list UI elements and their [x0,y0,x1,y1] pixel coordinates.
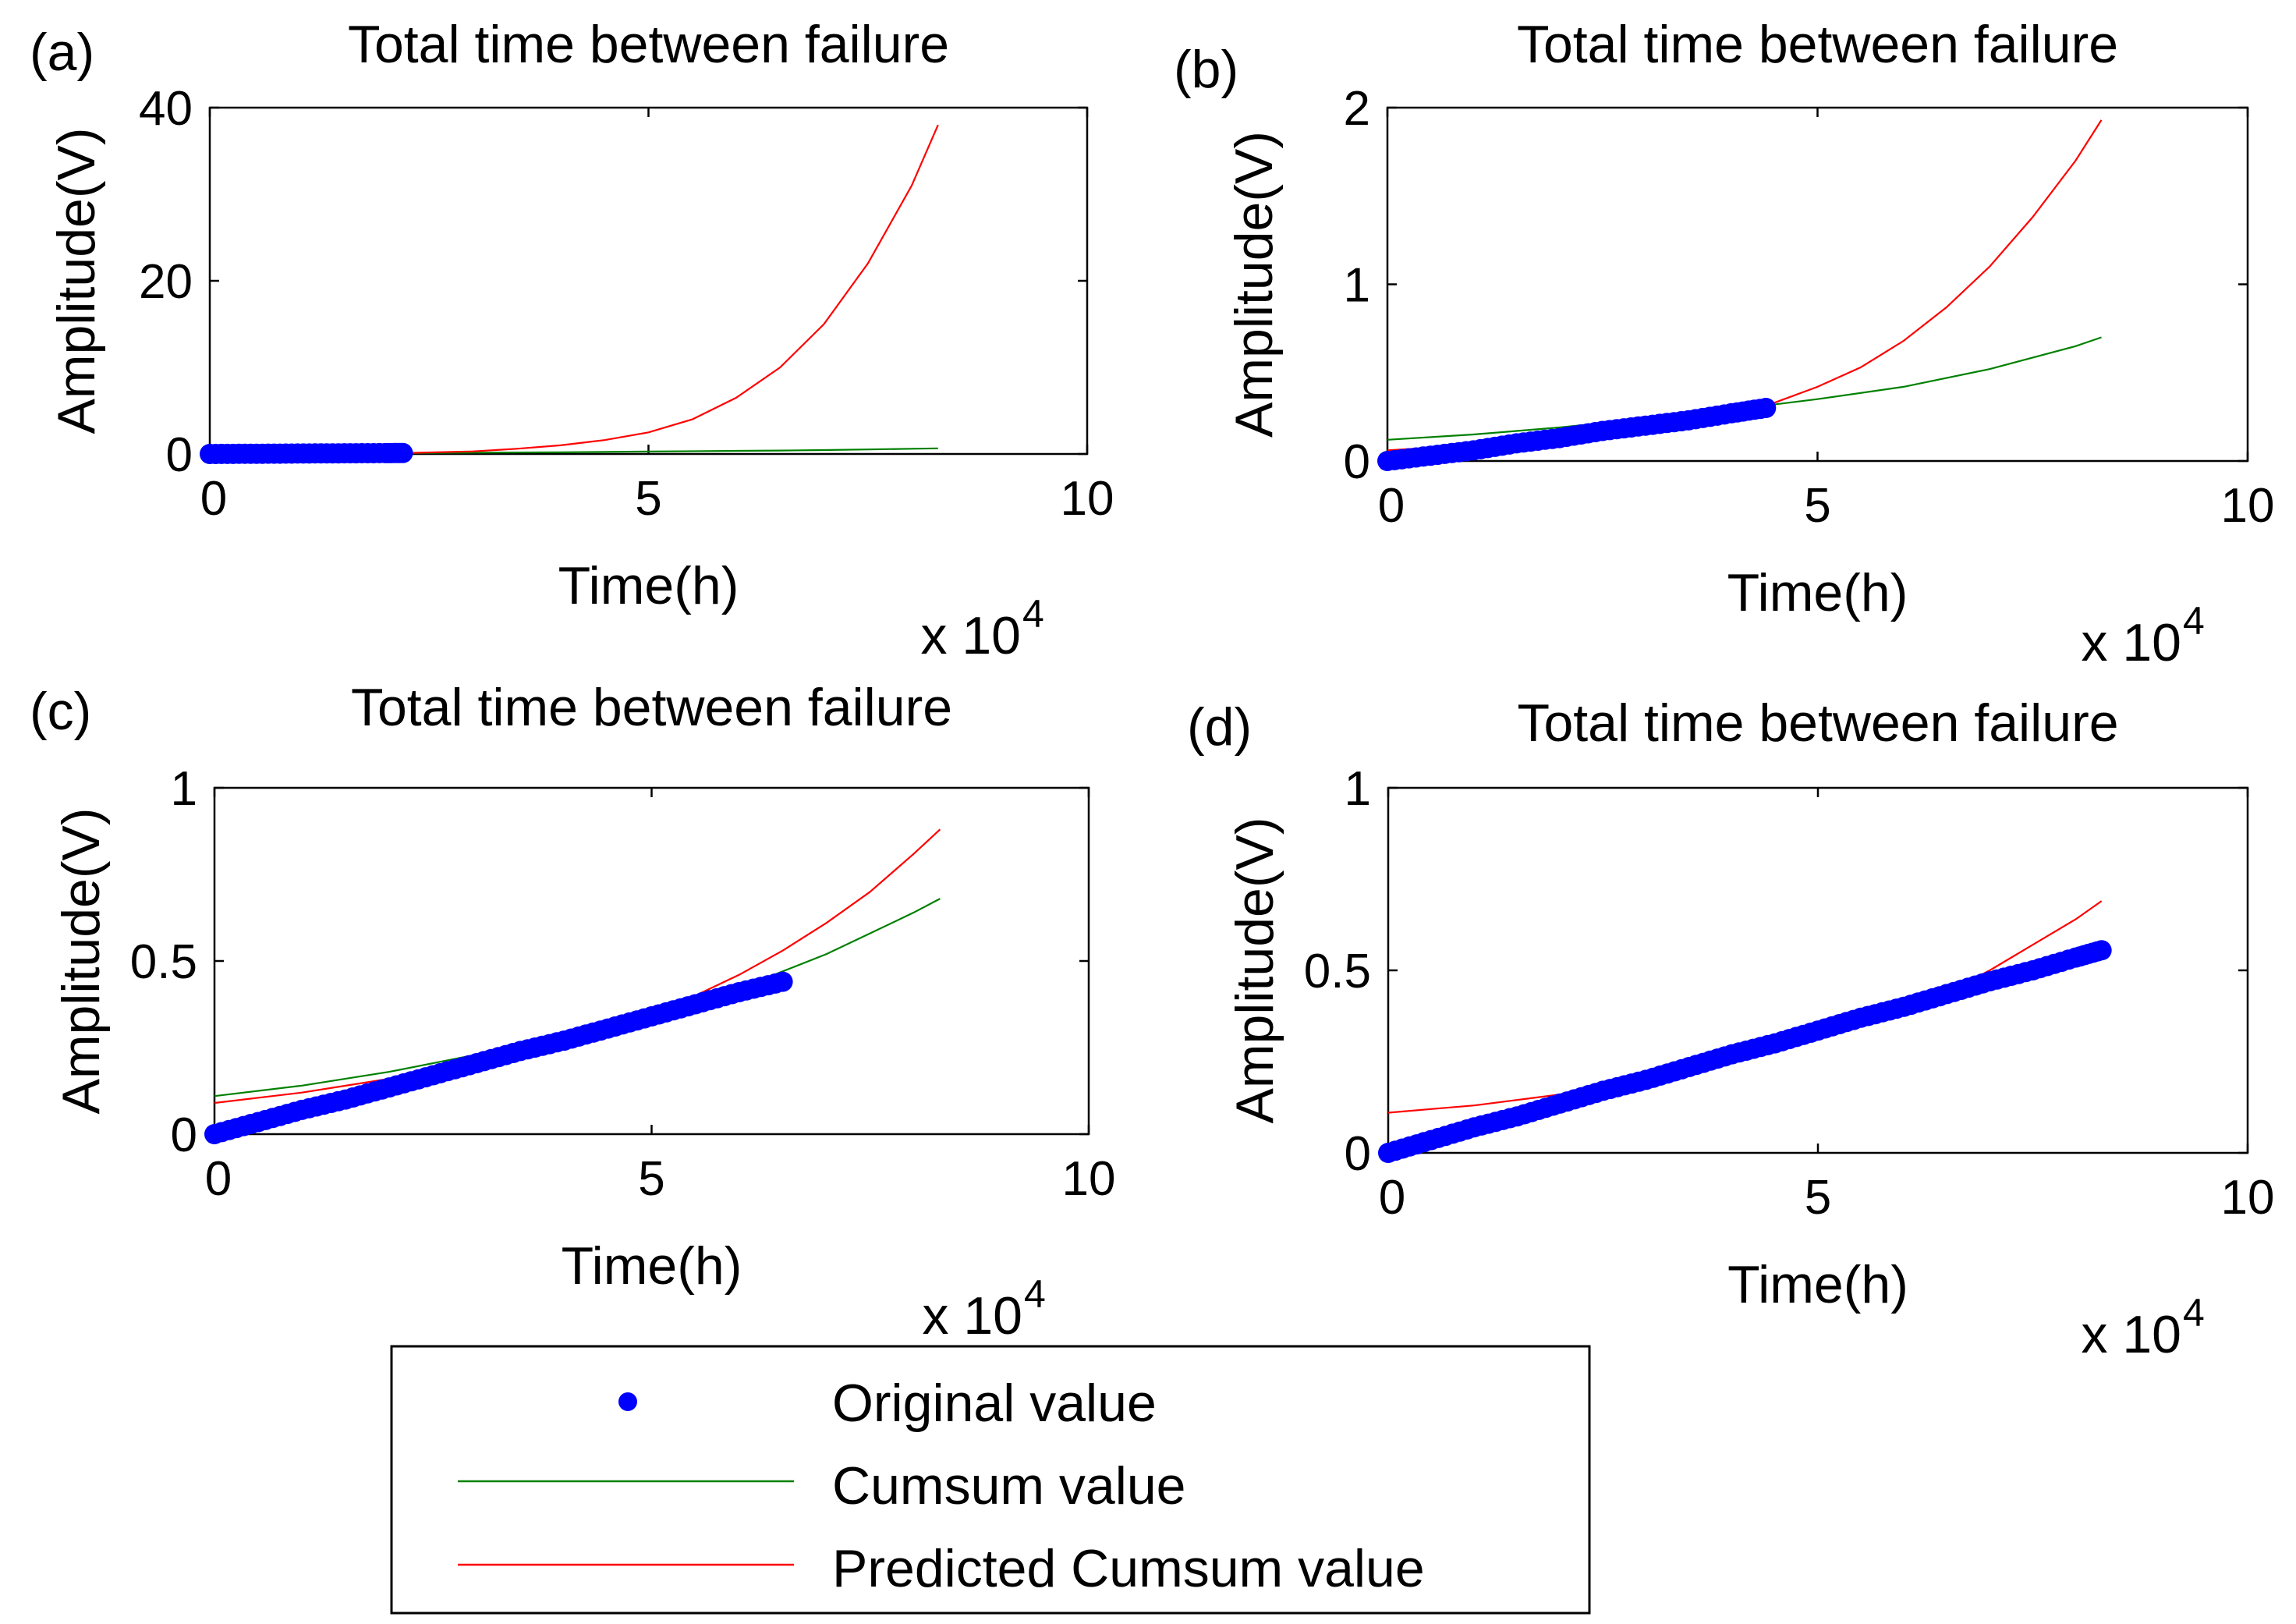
legend-box [390,1345,1591,1615]
y-tick-label: 40 [139,82,193,136]
y-tick-label: 1 [1344,259,1370,313]
x-exponent: 4 [1022,592,1044,636]
y-tick-label: 0.5 [1304,945,1371,998]
y-tick-label: 20 [139,255,193,309]
panel-label: (a) [30,23,94,82]
chart-panel: 0 5 10 0 0.5 1 Total time between failure (d) Ti… [1187,693,2274,1364]
x-multiplier: x 10 [2081,1305,2181,1364]
chart-panel: 0 5 10 0 1 2 Total time between failure (b) Time… [1174,15,2274,672]
x-exponent: 4 [1024,1272,1046,1316]
plot-area [1387,786,2249,1154]
legend-predicted-label: Predicted Cumsum value [832,1539,1425,1598]
y-tick-label: 0 [171,1108,197,1162]
chart-title: Total time between failure [1517,693,2118,753]
x-axis-label: Time(h) [562,1236,742,1296]
x-exponent: 4 [2183,1291,2205,1335]
x-tick-label: 10 [2221,479,2275,533]
cumsum-line [402,447,938,454]
x-multiplier: x 10 [2081,613,2181,672]
y-tick-label: 1 [171,762,197,816]
x-axis-label: Time(h) [1727,563,1908,622]
x-axis-label: Time(h) [558,556,739,615]
plot-area [1386,106,2249,463]
panel-label: (b) [1174,40,1238,99]
chart-panel: 0 5 10 0 0.5 1 Total time between failure (c) Ti… [30,678,1115,1346]
y-axis-label: Amplitude(V) [47,127,106,434]
legend-original-marker [618,1392,637,1411]
y-axis-label: Amplitude(V) [51,807,111,1114]
x-tick-label: 0 [1378,479,1405,533]
y-tick-label: 2 [1344,82,1370,136]
legend: Original value Cumsum value Predicted Cu… [390,1345,1591,1615]
x-multiplier: x 10 [920,606,1021,665]
y-tick-label: 1 [1345,762,1371,816]
x-tick-label: 0 [200,472,227,526]
y-tick-label: 0 [166,428,193,482]
y-tick-label: 0.5 [130,935,197,989]
chart-title: Total time between failure [1517,15,2118,74]
original-value-point [1756,398,1777,418]
legend-original-label: Original value [832,1374,1157,1433]
panel-label: (c) [30,682,91,741]
x-tick-label: 10 [2221,1171,2275,1225]
x-tick-label: 10 [1062,1152,1116,1206]
original-value-point [2091,940,2112,961]
y-tick-label: 0 [1345,1127,1371,1181]
plot-area [208,106,1089,456]
original-value-point [772,971,793,992]
panel-label: (d) [1187,697,1252,757]
y-axis-label: Amplitude(V) [1224,131,1284,438]
y-tick-label: 0 [1344,435,1370,489]
x-axis-label: Time(h) [1727,1255,1908,1314]
x-tick-label: 5 [1804,479,1830,533]
x-tick-label: 0 [205,1152,232,1206]
chart-panel: 0 5 10 0 20 40 Total time between failure (a) Ti… [30,15,1114,665]
y-axis-label: Amplitude(V) [1225,817,1284,1123]
original-value-point [392,442,413,463]
x-multiplier: x 10 [922,1286,1022,1346]
predicted-cumsum-line [402,124,939,454]
plot-area [213,786,1090,1136]
x-tick-label: 5 [635,472,661,526]
chart-title: Total time between failure [348,15,949,74]
x-tick-label: 5 [1805,1171,1831,1225]
chart-title: Total time between failure [351,678,952,737]
x-tick-label: 10 [1061,472,1114,526]
legend-cumsum-label: Cumsum value [832,1456,1186,1516]
x-tick-label: 0 [1379,1171,1405,1225]
x-exponent: 4 [2183,599,2205,643]
x-tick-label: 5 [638,1152,664,1206]
